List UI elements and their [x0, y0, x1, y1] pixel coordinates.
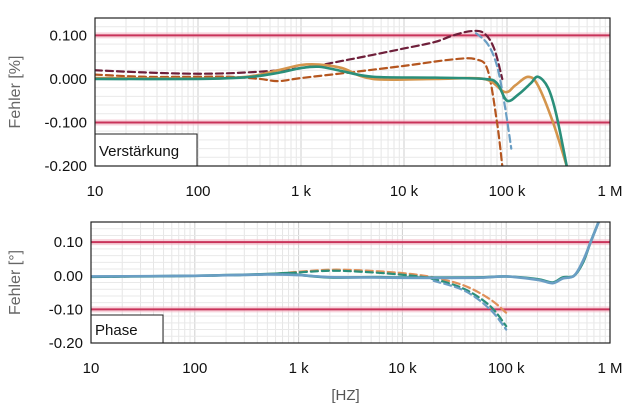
plot-frame [90, 221, 611, 344]
y-tick-label: -0.10 [49, 301, 83, 318]
gain-panel: 10 100 1 k 10 k 100 k 1 M 0.100 0.000 -0.100 -0.2… [7, 17, 623, 200]
x-tick-label: 10 [87, 183, 104, 200]
series-line-3 [91, 222, 600, 284]
y-tick-label: -0.200 [44, 158, 87, 175]
x-tick-label: 100 k [489, 183, 526, 200]
y-tick-label: 0.10 [54, 234, 83, 251]
x-tick-label: 10 k [388, 360, 417, 377]
phase-panel: 10 100 1 k 10 k 100 k 1 M 0.10 0.00 -0.10 -0.20 Fe… [7, 221, 623, 404]
panel-label-box [90, 314, 164, 344]
series-line-4 [95, 65, 569, 166]
x-tick-label: 1 M [597, 183, 622, 200]
x-tick-label: 10 k [390, 183, 419, 200]
y-tick-label: 0.000 [49, 71, 87, 88]
x-tick-label: 1 M [597, 360, 622, 377]
y-axis-title: Fehler [°] [7, 250, 24, 315]
series-line-0 [95, 29, 504, 81]
x-tick-label: 100 [185, 183, 210, 200]
x-tick-label: 1 k [291, 183, 312, 200]
y-tick-label: -0.20 [49, 335, 83, 352]
x-tick-label: 1 k [289, 360, 310, 377]
y-axis-title: Fehler [%] [7, 56, 24, 129]
series-line-2 [474, 32, 513, 150]
series-group [95, 29, 569, 166]
y-tick-label: 0.00 [54, 268, 83, 285]
panel-label: Phase [95, 322, 138, 339]
plot-frame [94, 17, 611, 167]
y-tick-label: -0.100 [44, 114, 87, 131]
series-line-1 [95, 57, 504, 166]
y-tick-label: 0.100 [49, 27, 87, 44]
x-tick-label: 10 [83, 360, 100, 377]
series-line-4 [91, 222, 601, 285]
x-axis-title: [HZ] [331, 387, 359, 404]
series-group [91, 222, 601, 331]
panel-label: Verstärkung [99, 143, 179, 160]
series-line-2 [432, 279, 508, 331]
x-tick-label: 100 k [488, 360, 525, 377]
x-tick-label: 100 [182, 360, 207, 377]
